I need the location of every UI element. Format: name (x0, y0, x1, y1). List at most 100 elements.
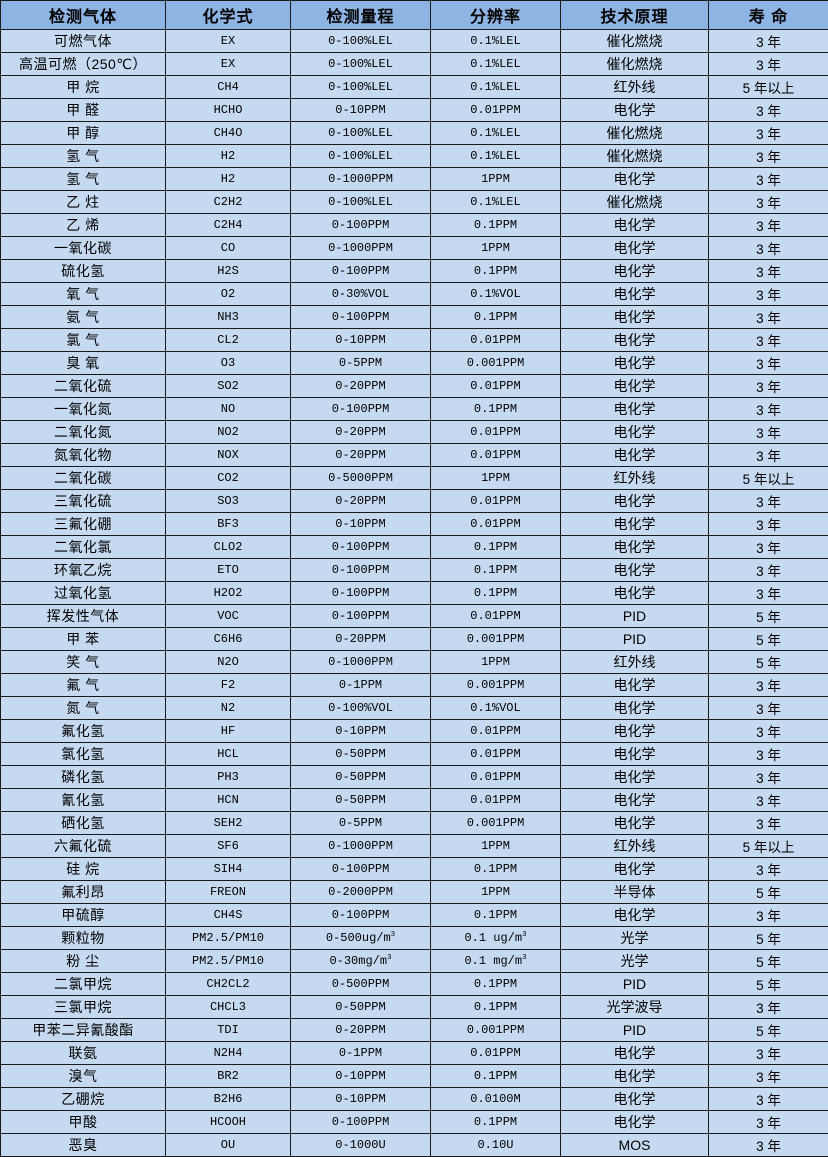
cell-formula: H2S (166, 260, 291, 283)
column-header-range: 检测量程 (291, 1, 431, 30)
cell-gas: 六氟化硫 (1, 835, 166, 858)
cell-tech: 电化学 (561, 421, 709, 444)
cell-gas: 环氧乙烷 (1, 559, 166, 582)
cell-gas: 过氧化氢 (1, 582, 166, 605)
cell-gas: 氮氧化物 (1, 444, 166, 467)
cell-tech: 电化学 (561, 237, 709, 260)
cell-res: 0.01PPM (431, 720, 561, 743)
cell-range: 0-100%LEL (291, 30, 431, 53)
cell-gas: 恶臭 (1, 1134, 166, 1157)
cell-range: 0-10PPM (291, 99, 431, 122)
cell-gas: 硫化氢 (1, 260, 166, 283)
cell-tech: 红外线 (561, 467, 709, 490)
cell-tech: 电化学 (561, 582, 709, 605)
cell-gas: 硒化氢 (1, 812, 166, 835)
cell-gas: 挥发性气体 (1, 605, 166, 628)
cell-life: 5 年以上 (709, 467, 828, 490)
cell-life: 5 年 (709, 881, 828, 904)
cell-life: 3 年 (709, 1111, 828, 1134)
cell-life: 5 年以上 (709, 835, 828, 858)
cell-formula: NO (166, 398, 291, 421)
cell-res: 0.1PPM (431, 214, 561, 237)
cell-range: 0-100%LEL (291, 76, 431, 99)
cell-formula: HCOOH (166, 1111, 291, 1134)
cell-res: 0.1 mg/m3 (431, 950, 561, 973)
cell-tech: 电化学 (561, 1042, 709, 1065)
cell-formula: TDI (166, 1019, 291, 1042)
cell-gas: 一氧化氮 (1, 398, 166, 421)
cell-formula: EX (166, 30, 291, 53)
cell-res: 0.1PPM (431, 973, 561, 996)
cell-life: 3 年 (709, 398, 828, 421)
cell-gas: 甲硫醇 (1, 904, 166, 927)
cell-life: 3 年 (709, 145, 828, 168)
cell-tech: 电化学 (561, 444, 709, 467)
cell-gas: 氯化氢 (1, 743, 166, 766)
cell-tech: 电化学 (561, 513, 709, 536)
cell-res: 0.1%LEL (431, 30, 561, 53)
cell-gas: 氢 气 (1, 145, 166, 168)
cell-range: 0-50PPM (291, 789, 431, 812)
cell-range: 0-2000PPM (291, 881, 431, 904)
cell-formula: N2O (166, 651, 291, 674)
cell-formula: HCHO (166, 99, 291, 122)
cell-tech: 电化学 (561, 168, 709, 191)
cell-formula: SO3 (166, 490, 291, 513)
cell-formula: CH2CL2 (166, 973, 291, 996)
cell-range: 0-100PPM (291, 582, 431, 605)
cell-life: 3 年 (709, 1042, 828, 1065)
cell-range: 0-10PPM (291, 513, 431, 536)
cell-tech: 催化燃烧 (561, 145, 709, 168)
cell-tech: 催化燃烧 (561, 122, 709, 145)
cell-life: 3 年 (709, 444, 828, 467)
cell-formula: CLO2 (166, 536, 291, 559)
cell-res: 0.001PPM (431, 674, 561, 697)
cell-life: 3 年 (709, 490, 828, 513)
cell-formula: CO2 (166, 467, 291, 490)
cell-life: 3 年 (709, 306, 828, 329)
cell-life: 3 年 (709, 214, 828, 237)
cell-tech: 催化燃烧 (561, 30, 709, 53)
cell-res: 0.1 ug/m3 (431, 927, 561, 950)
cell-formula: SIH4 (166, 858, 291, 881)
cell-res: 0.01PPM (431, 421, 561, 444)
cell-res: 1PPM (431, 168, 561, 191)
cell-res: 0.01PPM (431, 99, 561, 122)
cell-tech: 光学波导 (561, 996, 709, 1019)
cell-range: 0-500PPM (291, 973, 431, 996)
cell-life: 3 年 (709, 1065, 828, 1088)
cell-gas: 可燃气体 (1, 30, 166, 53)
cell-formula: CHCL3 (166, 996, 291, 1019)
cell-res: 0.1PPM (431, 559, 561, 582)
cell-tech: 电化学 (561, 260, 709, 283)
cell-tech: 电化学 (561, 1111, 709, 1134)
cell-life: 3 年 (709, 812, 828, 835)
cell-tech: 电化学 (561, 214, 709, 237)
cell-res: 0.1PPM (431, 398, 561, 421)
cell-range: 0-20PPM (291, 421, 431, 444)
cell-gas: 二氧化氯 (1, 536, 166, 559)
column-header-technology: 技术原理 (561, 1, 709, 30)
cell-life: 3 年 (709, 582, 828, 605)
cell-life: 3 年 (709, 237, 828, 260)
cell-life: 3 年 (709, 513, 828, 536)
superscript-three: 3 (391, 931, 395, 939)
cell-range: 0-20PPM (291, 628, 431, 651)
cell-formula: FREON (166, 881, 291, 904)
